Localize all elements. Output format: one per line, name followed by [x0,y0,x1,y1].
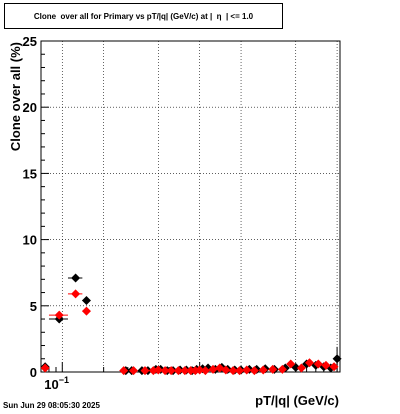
data-point [54,310,64,320]
chart-title-box: Clone over all for Primary vs pT/|q| (Ge… [4,3,283,29]
y-axis-title: Clone over all (%) [8,42,23,151]
data-point [305,358,315,368]
data-point [249,366,259,376]
timestamp: Sun Jun 29 08:05:30 2025 [3,401,100,410]
data-point [208,364,218,374]
data-point [235,366,245,376]
data-point [71,273,81,283]
data-point [195,365,205,375]
data-point [242,365,252,375]
plot-frame [40,40,341,373]
data-point [286,359,296,369]
data-point [160,366,170,376]
data-point [277,364,287,374]
data-point [258,365,268,375]
y-tick-label: 10 [23,233,37,248]
chart-title: Clone over all for Primary vs pT/|q| (Ge… [33,11,254,21]
data-point [81,296,91,306]
data-point [200,366,210,376]
y-tick-label: 20 [23,100,37,115]
data-point [296,363,306,373]
series-1 [40,289,339,376]
data-point [71,289,81,299]
y-tick-label: 0 [30,365,37,380]
data-point [228,366,238,376]
data-point [313,359,323,369]
data-point [268,364,278,374]
grid [41,41,340,372]
data-point [129,366,139,376]
data-point [321,360,331,370]
data-point [153,365,163,375]
data-point [166,366,176,376]
data-point [180,366,190,376]
data-point [40,363,50,373]
x-axis-title: pT/|q| (GeV/c) [255,393,339,408]
data-point [332,354,342,364]
y-tick-label: 25 [23,34,37,49]
data-point [81,306,91,316]
y-tick-label: 5 [30,299,37,314]
data-point [173,366,183,376]
y-tick-label: 15 [23,166,37,181]
data-point [221,365,231,375]
data-series [40,273,342,376]
axes: 0 5 10 15 20 25 10−1 [23,34,338,392]
x-tick-label: 10−1 [44,375,69,392]
data-point [140,366,150,376]
data-point [186,366,196,376]
data-point [329,362,339,372]
data-point [119,366,129,376]
